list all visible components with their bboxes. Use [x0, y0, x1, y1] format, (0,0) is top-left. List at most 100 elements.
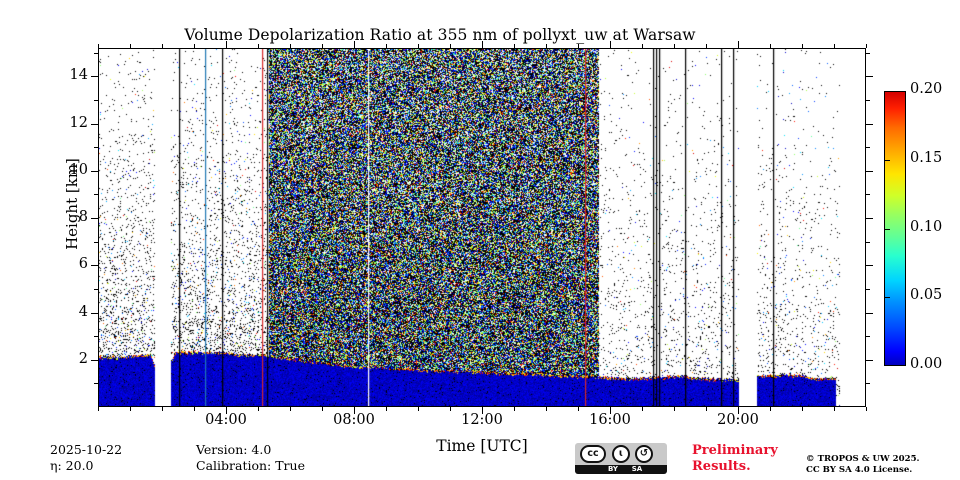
x-tick-mark	[226, 41, 227, 48]
x-tick-mark	[738, 407, 739, 414]
x-tick-label: 08:00	[333, 412, 375, 428]
x-tick-mark	[354, 41, 355, 48]
footer-eta: η: 20.0	[50, 458, 94, 473]
y-tick-mark	[91, 123, 98, 125]
x-tick-minor	[162, 407, 163, 411]
x-tick-minor	[514, 44, 515, 48]
x-tick-minor	[386, 407, 387, 411]
x-tick-minor	[866, 407, 867, 411]
colorbar-tick	[884, 297, 890, 299]
x-tick-minor	[258, 44, 259, 48]
x-tick-minor	[162, 44, 163, 48]
x-tick-label: 16:00	[589, 412, 631, 428]
y-tick-minor	[866, 52, 870, 54]
x-tick-minor	[546, 407, 547, 411]
y-tick-minor	[866, 241, 870, 243]
copyright-line-1: © TROPOS & UW 2025.	[806, 454, 920, 464]
x-tick-minor	[290, 44, 291, 48]
x-tick-minor	[322, 44, 323, 48]
y-tick-minor	[94, 383, 98, 385]
x-tick-mark	[610, 41, 611, 48]
y-tick-minor	[866, 288, 870, 290]
colorbar-tick-label: 0.05	[910, 287, 943, 304]
page-title: Volume Depolarization Ratio at 355 nm of…	[184, 26, 696, 44]
x-tick-label: 20:00	[717, 412, 759, 428]
footer-date: 2025-10-22	[50, 442, 123, 457]
cc-badge-top-row: cc ɩ ↺	[575, 443, 667, 465]
x-axis-label: Time [UTC]	[436, 437, 528, 455]
y-tick-mark	[91, 312, 98, 314]
x-tick-minor	[674, 44, 675, 48]
x-tick-minor	[706, 44, 707, 48]
y-tick-label: 14	[69, 67, 88, 84]
x-tick-label: 12:00	[461, 412, 503, 428]
y-tick-label: 10	[69, 161, 88, 178]
x-tick-mark	[738, 41, 739, 48]
y-tick-mark	[866, 76, 873, 78]
colorbar-tick-label: 0.00	[910, 356, 943, 372]
copyright-line-2: CC BY SA 4.0 License.	[806, 465, 913, 475]
y-tick-minor	[866, 194, 870, 196]
x-tick-minor	[642, 407, 643, 411]
x-tick-minor	[194, 44, 195, 48]
preliminary-results-notice: Preliminary Results.	[692, 443, 778, 474]
y-tick-mark	[866, 218, 873, 220]
y-tick-minor	[866, 383, 870, 385]
y-tick-mark	[866, 170, 873, 172]
x-tick-minor	[546, 44, 547, 48]
x-tick-minor	[418, 407, 419, 411]
x-tick-minor	[130, 407, 131, 411]
cc-badge-bottom-bar	[575, 465, 667, 474]
cc-sharealike-icon: ↺	[635, 445, 653, 463]
x-tick-minor	[194, 407, 195, 411]
x-tick-minor	[258, 407, 259, 411]
x-tick-minor	[834, 407, 835, 411]
x-tick-minor	[674, 407, 675, 411]
x-tick-minor	[386, 44, 387, 48]
cc-sa-label: SA	[631, 465, 643, 473]
y-tick-minor	[94, 99, 98, 101]
x-tick-minor	[98, 44, 99, 48]
colorbar-tick	[884, 228, 890, 230]
x-tick-minor	[130, 44, 131, 48]
y-tick-mark	[866, 359, 873, 361]
x-tick-minor	[514, 407, 515, 411]
y-tick-minor	[94, 241, 98, 243]
x-tick-minor	[578, 44, 579, 48]
cc-by-person-icon: ɩ	[612, 445, 630, 463]
y-tick-mark	[866, 123, 873, 125]
x-tick-minor	[802, 44, 803, 48]
y-tick-mark	[91, 76, 98, 78]
y-tick-mark	[866, 312, 873, 314]
x-tick-minor	[866, 44, 867, 48]
cc-logo-icon: cc	[580, 445, 606, 463]
y-tick-minor	[94, 52, 98, 54]
preliminary-line-2: Results.	[692, 458, 751, 474]
x-tick-minor	[834, 44, 835, 48]
colorbar-tick-label: 0.15	[910, 149, 943, 166]
depolarization-heatmap-canvas	[99, 49, 865, 406]
creative-commons-badge-icon: cc ɩ ↺ BY SA	[575, 443, 667, 474]
x-tick-minor	[642, 44, 643, 48]
y-tick-label: 8	[78, 209, 88, 226]
x-tick-mark	[610, 407, 611, 414]
x-tick-minor	[418, 44, 419, 48]
y-tick-minor	[94, 288, 98, 290]
y-tick-label: 12	[69, 114, 88, 131]
footer-calibration: Calibration: True	[196, 458, 305, 473]
y-tick-minor	[94, 194, 98, 196]
y-tick-mark	[91, 170, 98, 172]
x-tick-minor	[770, 44, 771, 48]
y-tick-label: 6	[78, 256, 88, 273]
x-tick-mark	[354, 407, 355, 414]
y-tick-label: 4	[78, 303, 88, 320]
colorbar-tick	[884, 159, 890, 161]
y-tick-label: 2	[78, 350, 88, 367]
y-tick-mark	[91, 265, 98, 267]
y-tick-mark	[866, 265, 873, 267]
y-tick-minor	[866, 147, 870, 149]
heatmap-plot-area	[98, 48, 866, 407]
colorbar-tick-label: 0.10	[910, 218, 943, 235]
x-tick-minor	[322, 407, 323, 411]
y-tick-minor	[866, 99, 870, 101]
